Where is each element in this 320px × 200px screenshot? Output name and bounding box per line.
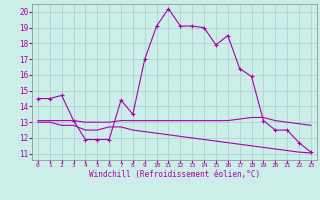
- X-axis label: Windchill (Refroidissement éolien,°C): Windchill (Refroidissement éolien,°C): [89, 170, 260, 179]
